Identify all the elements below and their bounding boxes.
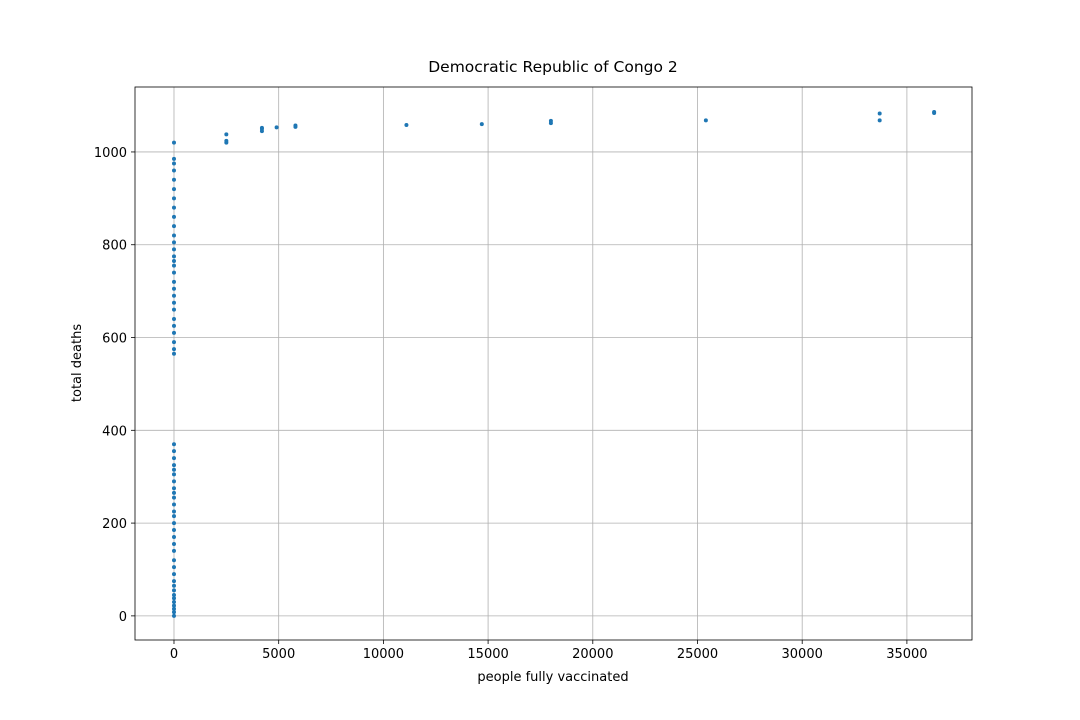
- point: [171, 263, 176, 268]
- point: [171, 579, 176, 584]
- point: [171, 606, 176, 611]
- x-tick-label: 0: [170, 647, 178, 662]
- y-tick-label: 800: [102, 239, 127, 254]
- point: [703, 118, 708, 123]
- point: [171, 286, 176, 291]
- x-tick-label: 25000: [677, 647, 718, 662]
- point: [171, 502, 176, 507]
- point: [404, 123, 409, 128]
- point: [171, 156, 176, 161]
- point: [171, 514, 176, 519]
- point: [171, 214, 176, 219]
- x-tick-label: 10000: [363, 647, 404, 662]
- point: [224, 132, 229, 137]
- point: [171, 205, 176, 210]
- point: [171, 351, 176, 356]
- point: [171, 535, 176, 540]
- y-tick-label: 200: [102, 517, 127, 532]
- point: [171, 588, 176, 593]
- point: [171, 330, 176, 335]
- point: [479, 122, 484, 127]
- point: [171, 463, 176, 468]
- point: [171, 565, 176, 570]
- x-axis-label: people fully vaccinated: [477, 670, 628, 685]
- point: [548, 118, 553, 123]
- point: [171, 161, 176, 166]
- point: [171, 479, 176, 484]
- point: [171, 541, 176, 546]
- chart-title: Democratic Republic of Congo 2: [428, 58, 678, 76]
- point: [171, 258, 176, 263]
- point: [171, 323, 176, 328]
- point: [171, 572, 176, 577]
- point: [171, 140, 176, 145]
- point: [274, 125, 279, 130]
- point: [171, 270, 176, 275]
- point: [171, 467, 176, 472]
- point: [932, 110, 937, 115]
- point: [171, 610, 176, 615]
- point: [171, 509, 176, 514]
- y-tick-label: 400: [102, 424, 127, 439]
- point: [171, 603, 176, 608]
- point: [171, 528, 176, 533]
- point: [171, 168, 176, 173]
- point: [171, 347, 176, 352]
- point: [171, 247, 176, 252]
- point: [171, 486, 176, 491]
- x-tick-label: 15000: [467, 647, 508, 662]
- point: [171, 472, 176, 477]
- point: [171, 279, 176, 284]
- point: [877, 118, 882, 123]
- x-tick-label: 30000: [782, 647, 823, 662]
- point: [171, 233, 176, 238]
- point: [171, 548, 176, 553]
- x-tick-label: 35000: [886, 647, 927, 662]
- point: [171, 340, 176, 345]
- point: [171, 558, 176, 563]
- plot-frame: [134, 86, 973, 641]
- x-tick-label: 5000: [262, 647, 295, 662]
- y-tick-label: 600: [102, 332, 127, 347]
- point: [171, 316, 176, 321]
- point: [171, 596, 176, 601]
- point: [171, 583, 176, 588]
- point: [171, 490, 176, 495]
- point: [171, 196, 176, 201]
- point: [259, 125, 264, 130]
- point: [171, 293, 176, 298]
- point: [877, 111, 882, 116]
- point: [171, 254, 176, 259]
- point: [171, 187, 176, 192]
- point: [171, 495, 176, 500]
- point: [171, 224, 176, 229]
- point: [171, 521, 176, 526]
- y-tick-label: 1000: [94, 146, 127, 161]
- point: [171, 449, 176, 454]
- point: [171, 599, 176, 604]
- y-tick-label: 0: [119, 610, 127, 625]
- point: [293, 123, 298, 128]
- point: [171, 456, 176, 461]
- point: [171, 442, 176, 447]
- x-tick-label: 20000: [572, 647, 613, 662]
- point: [224, 138, 229, 143]
- point: [171, 592, 176, 597]
- point: [171, 613, 176, 618]
- y-axis-label: total deaths: [70, 324, 85, 402]
- point: [171, 177, 176, 182]
- point: [171, 240, 176, 245]
- point: [171, 307, 176, 312]
- point: [171, 300, 176, 305]
